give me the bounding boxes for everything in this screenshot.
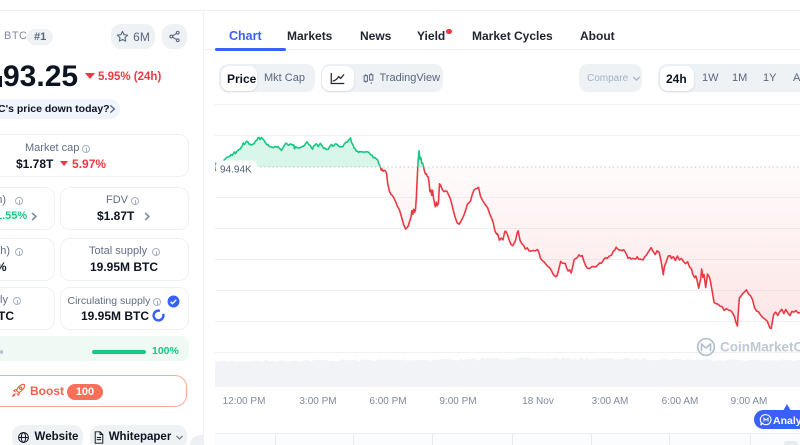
svg-text:CoinMarketCap: CoinMarketCap (720, 340, 800, 355)
svg-text:94.94K: 94.94K (220, 164, 252, 175)
